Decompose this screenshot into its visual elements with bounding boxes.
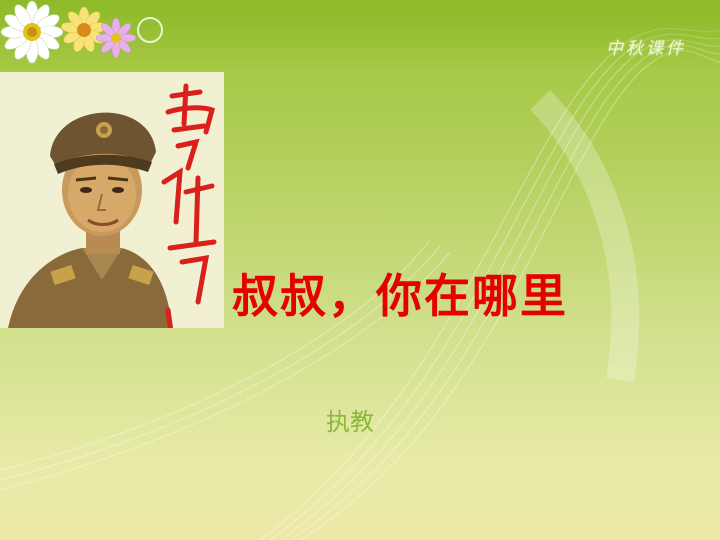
slide-title: 叔叔，你在哪里 [232, 269, 568, 323]
watermark-logo: 中秋课件 [606, 39, 686, 59]
calligraphy-signature [161, 83, 217, 328]
slide-subtitle: 执教 [326, 408, 374, 436]
portrait-photo [0, 72, 224, 328]
flower-decoration [0, 0, 163, 64]
